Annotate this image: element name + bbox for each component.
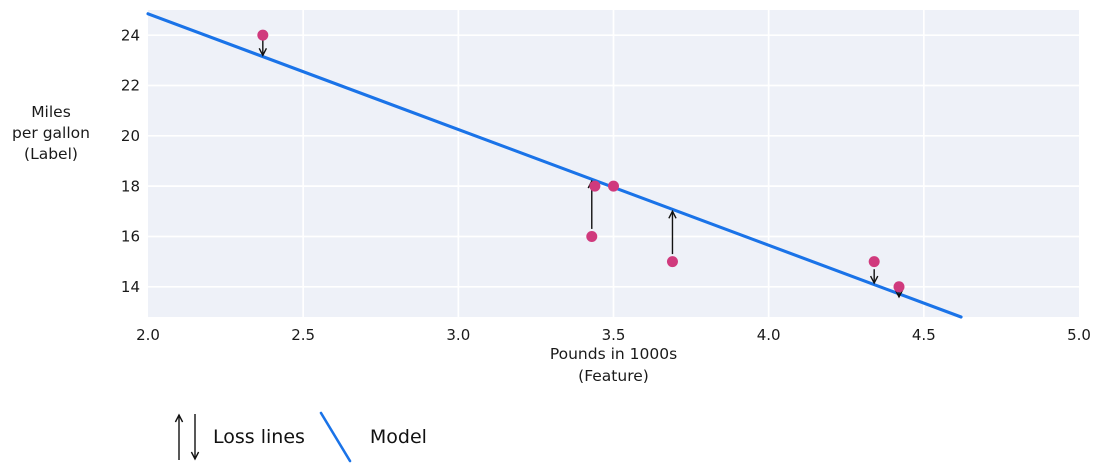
data-point	[608, 180, 619, 192]
x-tick-label: 2.0	[136, 326, 160, 344]
loss-line-arrowhead	[668, 209, 677, 219]
data-point	[893, 281, 905, 293]
x-tick-label: 3.5	[602, 326, 626, 344]
legend-label-loss-lines: Loss lines	[213, 426, 305, 448]
x-tick-label: 5.0	[1067, 326, 1091, 344]
y-axis-label-line: per gallon	[12, 124, 90, 142]
legend-label-model: Model	[369, 426, 427, 448]
loss-lines-icon	[166, 410, 206, 464]
model-line	[146, 12, 963, 319]
model-line-icon	[317, 410, 355, 464]
y-tick-label: 16	[121, 228, 140, 246]
y-tick-label: 20	[121, 127, 140, 145]
x-tick-label: 4.0	[757, 326, 781, 344]
data-point	[666, 256, 678, 268]
loss-line-arrowhead	[258, 47, 268, 57]
y-axis-label-line: Miles	[31, 103, 71, 121]
data-point	[257, 29, 269, 41]
data-point	[586, 230, 598, 242]
y-tick-label: 18	[121, 177, 140, 195]
loss-line-arrowhead	[869, 275, 879, 285]
x-tick-label: 4.5	[912, 326, 936, 344]
data-point	[868, 256, 880, 268]
y-tick-label: 24	[121, 26, 140, 44]
x-axis-label-line: (Feature)	[578, 367, 649, 385]
x-tick-label: 3.0	[446, 326, 470, 344]
chart-legend: Loss lines Model	[166, 408, 427, 466]
y-tick-label: 14	[121, 278, 140, 296]
x-axis-label: Pounds in 1000s (Feature)	[463, 343, 764, 387]
y-axis-label-line: (Label)	[24, 145, 78, 163]
x-axis-label-line: Pounds in 1000s	[549, 345, 678, 363]
loss-line-arrowhead	[894, 289, 904, 299]
x-tick-label: 2.5	[291, 326, 315, 344]
y-axis-label: Miles per gallon (Label)	[11, 102, 91, 165]
y-tick-label: 22	[121, 77, 140, 95]
data-point	[589, 180, 601, 192]
